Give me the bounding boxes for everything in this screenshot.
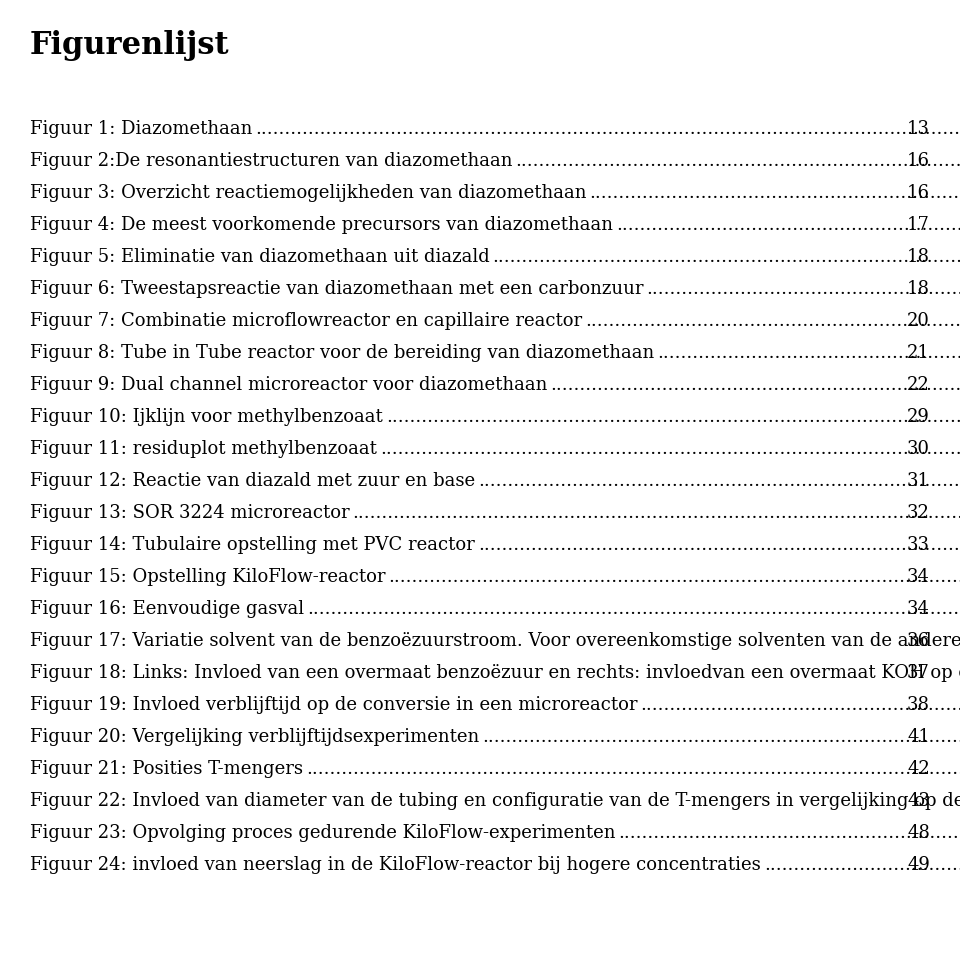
Text: 34: 34 xyxy=(907,600,930,618)
Text: 20: 20 xyxy=(907,312,930,330)
Text: Figuur 6: Tweestapsreactie van diazomethaan met een carbonzuur: Figuur 6: Tweestapsreactie van diazometh… xyxy=(30,280,643,298)
Text: ................................................................................: ........................................… xyxy=(306,760,960,778)
Text: ................................................................................: ........................................… xyxy=(492,248,960,266)
Text: Figuur 21: Posities T-mengers: Figuur 21: Posities T-mengers xyxy=(30,760,303,778)
Text: 29: 29 xyxy=(907,408,930,426)
Text: ................................................................................: ........................................… xyxy=(386,408,960,426)
Text: 31: 31 xyxy=(907,472,930,490)
Text: 18: 18 xyxy=(907,280,930,298)
Text: ................................................................................: ........................................… xyxy=(646,280,960,298)
Text: ................................................................................: ........................................… xyxy=(618,824,960,842)
Text: Figuur 3: Overzicht reactiemogelijkheden van diazomethaan: Figuur 3: Overzicht reactiemogelijkheden… xyxy=(30,184,587,202)
Text: Figuur 19: Invloed verblijftijd op de conversie in een microreactor: Figuur 19: Invloed verblijftijd op de co… xyxy=(30,696,637,714)
Text: Figuur 15: Opstelling KiloFlow-reactor: Figuur 15: Opstelling KiloFlow-reactor xyxy=(30,568,386,586)
Text: ................................................................................: ........................................… xyxy=(478,536,960,554)
Text: 30: 30 xyxy=(907,440,930,458)
Text: ................................................................................: ........................................… xyxy=(586,312,960,330)
Text: Figuur 8: Tube in Tube reactor voor de bereiding van diazomethaan: Figuur 8: Tube in Tube reactor voor de b… xyxy=(30,344,655,362)
Text: 38: 38 xyxy=(907,696,930,714)
Text: 43: 43 xyxy=(907,792,930,810)
Text: ................................................................................: ........................................… xyxy=(616,216,960,234)
Text: ................................................................................: ........................................… xyxy=(482,728,960,746)
Text: ................................................................................: ........................................… xyxy=(764,856,960,874)
Text: Figuur 23: Opvolging proces gedurende KiloFlow-experimenten: Figuur 23: Opvolging proces gedurende Ki… xyxy=(30,824,615,842)
Text: 42: 42 xyxy=(907,760,930,778)
Text: Figuur 1: Diazomethaan: Figuur 1: Diazomethaan xyxy=(30,120,252,138)
Text: Figuur 11: residuplot methylbenzoaat: Figuur 11: residuplot methylbenzoaat xyxy=(30,440,377,458)
Text: Figuur 20: Vergelijking verblijftijdsexperimenten: Figuur 20: Vergelijking verblijftijdsexp… xyxy=(30,728,479,746)
Text: 36: 36 xyxy=(907,632,930,650)
Text: 22: 22 xyxy=(907,376,930,394)
Text: ................................................................................: ........................................… xyxy=(380,440,960,458)
Text: ................................................................................: ........................................… xyxy=(550,376,960,394)
Text: ................................................................................: ........................................… xyxy=(389,568,960,586)
Text: ................................................................................: ........................................… xyxy=(589,184,960,202)
Text: Figurenlijst: Figurenlijst xyxy=(30,30,229,61)
Text: Figuur 17: Variatie solvent van de benzoëzuurstroom. Voor overeenkomstige solven: Figuur 17: Variatie solvent van de benzo… xyxy=(30,632,960,650)
Text: 18: 18 xyxy=(907,248,930,266)
Text: 48: 48 xyxy=(907,824,930,842)
Text: Figuur 4: De meest voorkomende precursors van diazomethaan: Figuur 4: De meest voorkomende precursor… xyxy=(30,216,613,234)
Text: ................................................................................: ........................................… xyxy=(516,152,960,170)
Text: ................................................................................: ........................................… xyxy=(478,472,960,490)
Text: Figuur 14: Tubulaire opstelling met PVC reactor: Figuur 14: Tubulaire opstelling met PVC … xyxy=(30,536,475,554)
Text: Figuur 13: SOR 3224 microreactor: Figuur 13: SOR 3224 microreactor xyxy=(30,504,349,522)
Text: 34: 34 xyxy=(907,568,930,586)
Text: 17: 17 xyxy=(907,216,930,234)
Text: Figuur 9: Dual channel microreactor voor diazomethaan: Figuur 9: Dual channel microreactor voor… xyxy=(30,376,547,394)
Text: ................................................................................: ........................................… xyxy=(658,344,960,362)
Text: Figuur 16: Eenvoudige gasval: Figuur 16: Eenvoudige gasval xyxy=(30,600,304,618)
Text: ................................................................................: ........................................… xyxy=(255,120,960,138)
Text: 13: 13 xyxy=(907,120,930,138)
Text: 33: 33 xyxy=(907,536,930,554)
Text: 32: 32 xyxy=(907,504,930,522)
Text: Figuur 10: Ijklijn voor methylbenzoaat: Figuur 10: Ijklijn voor methylbenzoaat xyxy=(30,408,383,426)
Text: Figuur 5: Eliminatie van diazomethaan uit diazald: Figuur 5: Eliminatie van diazomethaan ui… xyxy=(30,248,490,266)
Text: 16: 16 xyxy=(907,152,930,170)
Text: Figuur 18: Links: Invloed van een overmaat benzoëzuur en rechts: invloedvan een : Figuur 18: Links: Invloed van een overma… xyxy=(30,664,960,682)
Text: Figuur 22: Invloed van diameter van de tubing en configuratie van de T-mengers i: Figuur 22: Invloed van diameter van de t… xyxy=(30,792,960,810)
Text: 16: 16 xyxy=(907,184,930,202)
Text: 21: 21 xyxy=(907,344,930,362)
Text: ................................................................................: ........................................… xyxy=(307,600,960,618)
Text: 41: 41 xyxy=(907,728,930,746)
Text: 49: 49 xyxy=(907,856,930,874)
Text: Figuur 7: Combinatie microflowreactor en capillaire reactor: Figuur 7: Combinatie microflowreactor en… xyxy=(30,312,582,330)
Text: ................................................................................: ........................................… xyxy=(640,696,960,714)
Text: ................................................................................: ........................................… xyxy=(352,504,960,522)
Text: Figuur 24: invloed van neerslag in de KiloFlow-reactor bij hogere concentraties: Figuur 24: invloed van neerslag in de Ki… xyxy=(30,856,760,874)
Text: Figuur 12: Reactie van diazald met zuur en base: Figuur 12: Reactie van diazald met zuur … xyxy=(30,472,475,490)
Text: 37: 37 xyxy=(907,664,930,682)
Text: Figuur 2:De resonantiestructuren van diazomethaan: Figuur 2:De resonantiestructuren van dia… xyxy=(30,152,513,170)
